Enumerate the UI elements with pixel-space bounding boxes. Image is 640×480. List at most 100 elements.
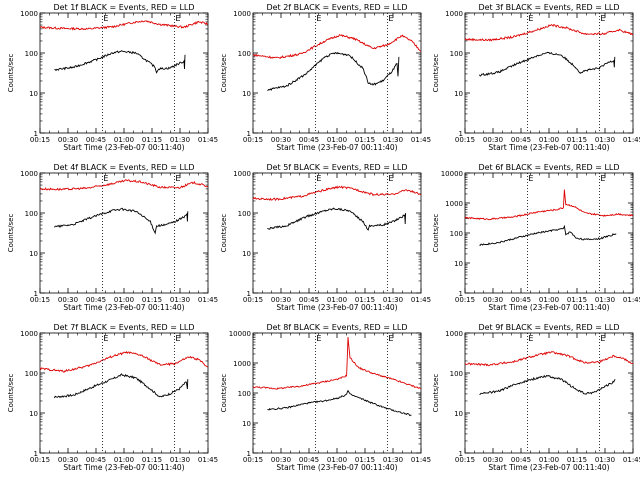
x-tick-label: 01:30 bbox=[170, 136, 190, 144]
x-tick-label: 00:45 bbox=[511, 296, 531, 304]
y-tick-label: 100 bbox=[25, 370, 38, 378]
x-tick-label: 01:00 bbox=[114, 136, 134, 144]
y-tick-label: 1 bbox=[247, 290, 251, 298]
x-axis-label: Start Time (23-Feb-07 00:11:40) bbox=[63, 303, 184, 312]
x-tick-label: 01:15 bbox=[567, 136, 587, 144]
event-marker-label: E bbox=[528, 334, 533, 343]
series-line bbox=[464, 24, 634, 42]
y-tick-label: 1 bbox=[34, 450, 38, 458]
event-marker-label: E bbox=[388, 174, 393, 183]
x-tick-label: 00:15 bbox=[455, 456, 475, 464]
y-tick-label: 10 bbox=[454, 260, 463, 268]
y-tick-label: 100 bbox=[238, 50, 251, 58]
y-tick-label: 10 bbox=[29, 90, 38, 98]
x-tick-label: 01:30 bbox=[383, 136, 403, 144]
plot-frame bbox=[252, 172, 422, 294]
series-line bbox=[267, 51, 400, 91]
series-line bbox=[464, 351, 634, 367]
chart-title: Det 5f BLACK = Events, RED = LLD bbox=[266, 163, 407, 172]
x-tick-label: 01:45 bbox=[411, 456, 431, 464]
plot-frame bbox=[252, 332, 422, 454]
series-line bbox=[267, 389, 412, 417]
event-marker-label: E bbox=[175, 14, 180, 23]
x-tick-label: 01:00 bbox=[327, 296, 347, 304]
y-tick-label: 1 bbox=[247, 450, 251, 458]
x-tick-label: 00:15 bbox=[30, 456, 50, 464]
x-tick-label: 01:00 bbox=[539, 296, 559, 304]
chart-title: Det 2f BLACK = Events, RED = LLD bbox=[266, 3, 407, 12]
x-tick-label: 01:00 bbox=[327, 136, 347, 144]
x-tick-label: 00:15 bbox=[243, 296, 263, 304]
y-axis-label: Counts/sec bbox=[432, 214, 440, 253]
x-tick-label: 00:30 bbox=[58, 456, 78, 464]
chart-title: Det 3f BLACK = Events, RED = LLD bbox=[478, 3, 619, 12]
x-tick-label: 01:15 bbox=[142, 296, 162, 304]
y-tick-label: 10000 bbox=[441, 170, 463, 178]
event-marker-label: E bbox=[175, 174, 180, 183]
chart-title: Det 9f BLACK = Events, RED = LLD bbox=[478, 323, 619, 332]
plot-frame bbox=[39, 332, 209, 454]
series-line bbox=[39, 20, 209, 31]
chart-panel: Det 9f BLACK = Events, RED = LLD 1 10 100 10… bbox=[432, 323, 640, 472]
y-axis-label: Counts/sec bbox=[220, 214, 228, 253]
x-tick-label: 00:15 bbox=[455, 136, 475, 144]
plot-frame bbox=[464, 332, 634, 454]
x-tick-label: 01:15 bbox=[355, 296, 375, 304]
event-marker-label: E bbox=[388, 334, 393, 343]
x-tick-label: 01:00 bbox=[539, 136, 559, 144]
x-tick-label: 01:00 bbox=[539, 456, 559, 464]
y-tick-label: 1000 bbox=[445, 200, 463, 208]
x-tick-label: 01:45 bbox=[198, 136, 218, 144]
chart-panel: Det 5f BLACK = Events, RED = LLD 1 10 100 10… bbox=[220, 163, 431, 312]
x-tick-label: 01:30 bbox=[595, 456, 615, 464]
chart-panel: Det 7f BLACK = Events, RED = LLD 1 10 100 10… bbox=[7, 323, 218, 472]
x-tick-label: 00:30 bbox=[58, 296, 78, 304]
x-tick-label: 01:15 bbox=[142, 136, 162, 144]
series-line bbox=[479, 51, 616, 77]
x-axis-label: Start Time (23-Feb-07 00:11:40) bbox=[63, 143, 184, 152]
x-axis-label: Start Time (23-Feb-07 00:11:40) bbox=[63, 463, 184, 472]
x-tick-label: 00:45 bbox=[86, 136, 106, 144]
x-tick-label: 00:30 bbox=[483, 456, 503, 464]
y-tick-label: 100 bbox=[25, 210, 38, 218]
y-tick-label: 1000 bbox=[20, 10, 38, 18]
series-line bbox=[53, 373, 189, 399]
x-tick-label: 01:45 bbox=[198, 456, 218, 464]
x-tick-label: 00:45 bbox=[86, 456, 106, 464]
series-line bbox=[39, 179, 208, 191]
x-tick-label: 01:30 bbox=[383, 296, 403, 304]
x-tick-label: 00:15 bbox=[30, 296, 50, 304]
y-tick-label: 1000 bbox=[233, 10, 251, 18]
x-axis-label: Start Time (23-Feb-07 00:11:40) bbox=[276, 303, 397, 312]
y-tick-label: 1000 bbox=[445, 330, 463, 338]
y-tick-label: 1 bbox=[247, 130, 251, 138]
y-tick-label: 1 bbox=[459, 290, 463, 298]
event-marker-label: E bbox=[528, 14, 533, 23]
series-line bbox=[479, 224, 617, 246]
chart-panel: Det 4f BLACK = Events, RED = LLD 1 10 100 10… bbox=[7, 163, 218, 312]
x-tick-label: 01:30 bbox=[170, 456, 190, 464]
chart-panel: Det 3f BLACK = Events, RED = LLD 1 10 100 10… bbox=[432, 3, 640, 152]
x-tick-label: 00:45 bbox=[511, 456, 531, 464]
series-line bbox=[267, 207, 407, 231]
x-tick-label: 01:15 bbox=[355, 136, 375, 144]
x-tick-label: 00:15 bbox=[455, 296, 475, 304]
x-axis-label: Start Time (23-Feb-07 00:11:40) bbox=[488, 143, 609, 152]
chart-title: Det 7f BLACK = Events, RED = LLD bbox=[53, 323, 194, 332]
series-line bbox=[54, 50, 186, 74]
y-axis-label: Counts/sec bbox=[220, 54, 228, 93]
y-tick-label: 1 bbox=[459, 130, 463, 138]
x-tick-label: 00:45 bbox=[299, 296, 319, 304]
y-axis-label: Counts/sec bbox=[7, 214, 15, 253]
chart-panel: Det 8f BLACK = Events, RED = LLD 1 10 100 10… bbox=[220, 323, 431, 472]
event-marker-label: E bbox=[600, 334, 605, 343]
y-tick-label: 100 bbox=[450, 230, 463, 238]
series-line bbox=[253, 33, 422, 60]
x-tick-label: 01:45 bbox=[623, 136, 640, 144]
y-axis-label: Counts/sec bbox=[432, 374, 440, 413]
x-tick-label: 00:15 bbox=[243, 136, 263, 144]
y-tick-label: 10 bbox=[242, 250, 251, 258]
x-tick-label: 01:00 bbox=[327, 456, 347, 464]
series-line bbox=[252, 337, 422, 390]
